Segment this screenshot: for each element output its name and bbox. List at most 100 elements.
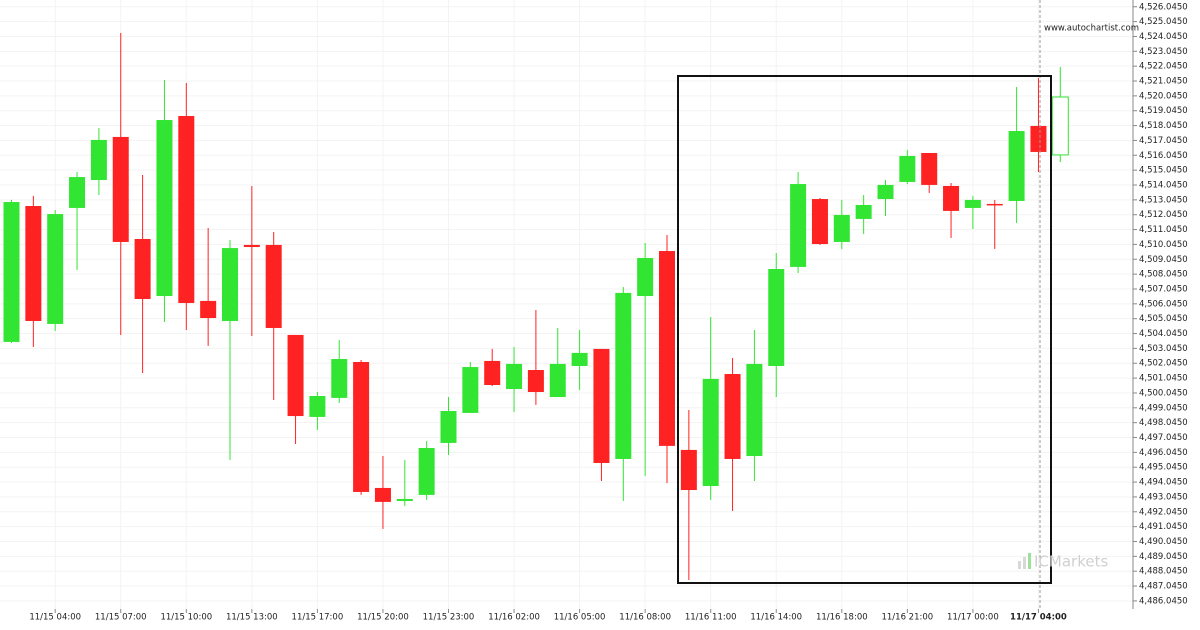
y-tick-label: 4,526.0450: [1139, 2, 1188, 12]
y-tick-label: 4,525.0450: [1139, 17, 1188, 27]
y-tick-label: 4,521.0450: [1139, 77, 1188, 87]
candle-body: [746, 363, 763, 457]
watermark-icon: [1018, 561, 1021, 569]
x-tick-label: 11/17 04:00: [1010, 613, 1067, 623]
candle-body: [1008, 131, 1025, 201]
y-tick-label: 4,507.0450: [1139, 284, 1188, 294]
y-tick-label: 4,498.0450: [1139, 418, 1188, 428]
watermark-icon: [1028, 553, 1031, 569]
candle-body: [222, 248, 238, 321]
y-tick-label: 4,520.0450: [1139, 91, 1188, 101]
x-tick-label: 11/16 11:00: [685, 613, 737, 623]
y-tick-label: 4,486.0450: [1139, 596, 1188, 606]
candle-body: [1051, 96, 1069, 156]
candle-body: [811, 199, 828, 245]
y-tick-label: 4,524.0450: [1139, 32, 1188, 42]
y-tick-label: 4,519.0450: [1139, 106, 1188, 116]
y-tick-label: 4,502.0450: [1139, 359, 1188, 369]
candle-body: [331, 359, 348, 398]
candle-body: [3, 202, 20, 342]
candle-body: [571, 352, 588, 366]
x-tick-label: 11/16 02:00: [488, 613, 540, 623]
candle-body: [702, 378, 719, 487]
y-tick-label: 4,490.0450: [1139, 537, 1188, 547]
candle-body: [69, 177, 86, 208]
y-tick-label: 4,487.0450: [1139, 582, 1188, 592]
candle-body: [112, 136, 129, 242]
candle-body: [527, 370, 544, 392]
y-tick-label: 4,517.0450: [1139, 136, 1188, 146]
candle-body: [790, 184, 807, 267]
candle-body: [506, 363, 523, 390]
y-tick-label: 4,512.0450: [1139, 210, 1188, 220]
y-tick-label: 4,501.0450: [1139, 374, 1188, 384]
x-tick-label: 11/15 13:00: [226, 613, 278, 623]
y-tick-label: 4,493.0450: [1139, 492, 1188, 502]
y-tick-label: 4,509.0450: [1139, 255, 1188, 265]
y-tick-label: 4,503.0450: [1139, 344, 1188, 354]
candle-body: [90, 139, 107, 181]
x-tick-label: 11/15 20:00: [357, 613, 409, 623]
candle-body: [418, 447, 435, 495]
candle-body: [1030, 125, 1047, 152]
candle-body: [637, 258, 654, 297]
y-tick-label: 4,488.0450: [1139, 567, 1188, 577]
y-tick-label: 4,514.0450: [1139, 181, 1188, 191]
y-tick-label: 4,523.0450: [1139, 47, 1188, 57]
candle-body: [265, 244, 282, 328]
candle-body: [134, 238, 151, 300]
candle-body: [353, 361, 370, 492]
candle-body: [986, 203, 1003, 206]
x-tick-label: 11/15 10:00: [160, 613, 212, 623]
watermark: ICMarkets: [1018, 553, 1108, 571]
watermark-icon: [1023, 557, 1026, 569]
watermark-text: ICMarkets: [1034, 553, 1108, 571]
candle-body: [964, 199, 981, 208]
x-tick-label: 11/16 21:00: [881, 613, 933, 623]
y-tick-label: 4,489.0450: [1139, 552, 1188, 562]
candle-body: [877, 184, 894, 200]
y-tick-label: 4,499.0450: [1139, 403, 1188, 413]
candle-body: [484, 360, 501, 386]
y-tick-label: 4,518.0450: [1139, 121, 1188, 131]
y-tick-label: 4,508.0450: [1139, 270, 1188, 280]
y-tick-label: 4,500.0450: [1139, 388, 1188, 398]
candle-body: [178, 116, 195, 304]
y-tick-label: 4,513.0450: [1139, 195, 1188, 205]
candle-body: [615, 292, 632, 459]
candle-body: [549, 363, 566, 398]
candle-body: [768, 268, 785, 366]
candle-body: [921, 152, 938, 185]
y-tick-label: 4,515.0450: [1139, 166, 1188, 176]
candle-body: [243, 244, 260, 248]
candle-body: [309, 395, 326, 417]
pattern-box: [677, 75, 1052, 584]
y-tick-label: 4,506.0450: [1139, 299, 1188, 309]
x-tick-label: 11/16 18:00: [816, 613, 868, 623]
y-tick-label: 4,492.0450: [1139, 507, 1188, 517]
y-tick-label: 4,495.0450: [1139, 463, 1188, 473]
candle-body: [659, 251, 675, 446]
candles: [3, 32, 1069, 581]
y-tick-label: 4,516.0450: [1139, 151, 1188, 161]
x-tick-label: 11/15 04:00: [29, 613, 81, 623]
candle-body: [374, 487, 391, 502]
candle-body: [440, 411, 457, 443]
x-tick-label: 11/17 00:00: [947, 613, 999, 623]
candle-body: [25, 206, 42, 321]
candle-body: [833, 214, 850, 242]
candle-body: [462, 367, 479, 413]
candle-body: [287, 334, 304, 417]
candle-body: [156, 120, 173, 297]
candle-body: [724, 374, 741, 459]
source-label: www.autochartist.com: [1044, 24, 1139, 34]
y-tick-label: 4,510.0450: [1139, 240, 1188, 250]
y-tick-label: 4,491.0450: [1139, 522, 1188, 532]
x-tick-label: 11/15 17:00: [292, 613, 344, 623]
candle-body: [200, 300, 217, 319]
candle-body: [47, 214, 64, 324]
candle-body: [943, 185, 960, 211]
y-tick-label: 4,494.0450: [1139, 478, 1188, 488]
candle-body: [855, 204, 872, 219]
